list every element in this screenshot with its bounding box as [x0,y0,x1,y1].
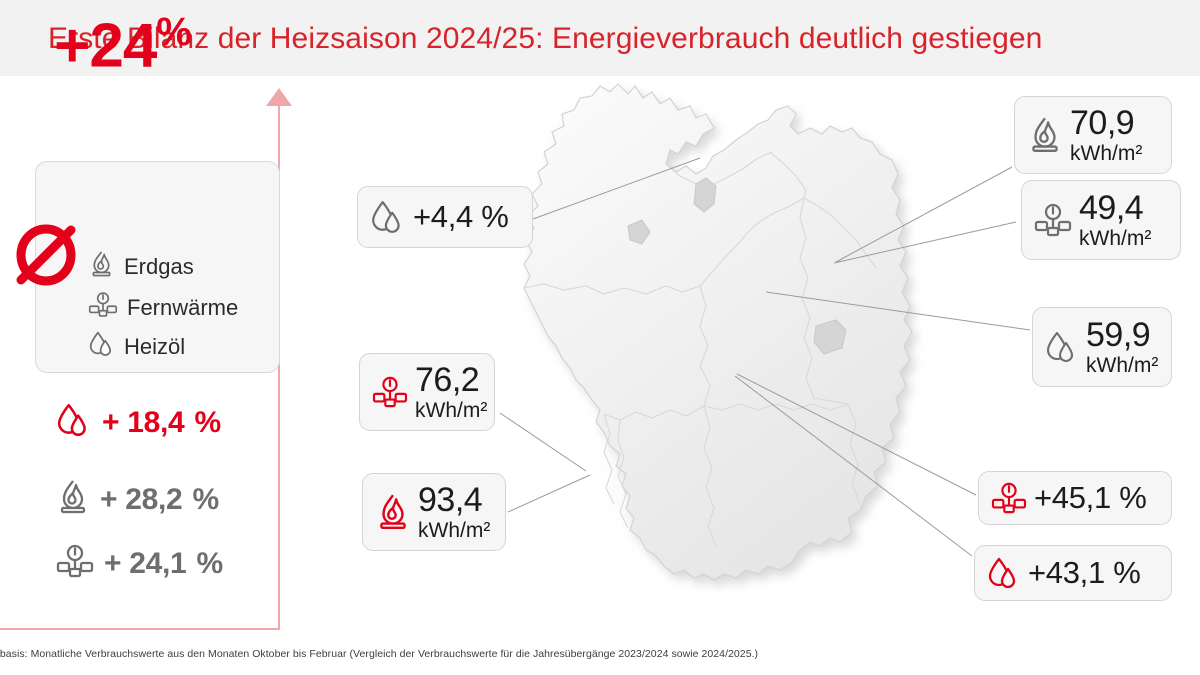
callout-unit: kWh/m² [415,399,488,422]
map-landmass [523,83,913,581]
callout-text: 76,2 kWh/m² [415,363,487,421]
callout-value: 59,9 [1086,316,1151,354]
callout-unit: kWh/m² [1070,142,1143,165]
callout-value: 93,4 [418,481,483,519]
district-heating-icon [1034,203,1072,237]
callout-nord-heizoel: +4,4 % [357,186,533,248]
flame-icon [1027,115,1063,155]
header-band: Erste Bilanz der Heizsaison 2024/25: Ene… [0,0,1200,76]
callout-value: +45,1 % [1034,480,1147,515]
district-heating-icon [88,291,118,324]
callout-text: 93,4 kWh/m² [418,483,490,541]
stat-row-erdgas: + 28,2 % [56,478,219,521]
average-item-label: Heizöl [124,333,186,359]
germany-map [500,80,960,640]
average-item-label: Erdgas [124,253,194,279]
callout-unit: kWh/m² [1086,354,1159,377]
page-title: Erste Bilanz der Heizsaison 2024/25: Ene… [48,22,1043,55]
callout-value: +4,4 % [413,199,509,234]
callout-text: 70,9 kWh/m² [1070,106,1142,164]
average-card [35,161,280,373]
callout-ost-fernwaerme: 49,4 kWh/m² [1021,180,1181,260]
stat-unit: % [192,482,219,516]
district-heating-icon [991,482,1027,514]
callout-value: 70,9 [1070,104,1135,142]
oil-drop-icon [1045,330,1079,364]
stat-unit: % [196,546,223,580]
average-item-fernwaerme: Fernwärme [88,291,238,324]
callout-sued-heizoel: +43,1 % [974,545,1172,601]
callout-west-erdgas: 93,4 kWh/m² [362,473,506,551]
stat-unit: % [194,405,221,439]
stat-row-fernwaerme: + 24,1 % [56,544,223,583]
oil-drop-icon [56,402,92,443]
germany-map-svg [523,83,913,581]
oil-drop-icon [88,330,115,363]
callout-west-fernwaerme: 76,2 kWh/m² [359,353,495,431]
flame-icon [56,478,90,521]
callout-unit: kWh/m² [1079,227,1152,250]
average-diameter-icon [13,222,79,288]
callout-value: 49,4 [1079,189,1144,227]
callout-text: 49,4 kWh/m² [1079,191,1151,249]
callout-ost-heizoel: 59,9 kWh/m² [1032,307,1172,387]
district-heating-icon [56,544,94,583]
average-number: +24 [54,11,157,81]
map-region-bremen [627,219,651,245]
callout-value: +43,1 % [1028,555,1141,590]
flame-icon [375,492,411,532]
stat-value: + 24,1 [104,546,187,580]
district-heating-icon [372,376,408,408]
stat-value: + 18,4 [102,405,185,439]
stat-value: + 28,2 [100,482,183,516]
axis-arrow-icon [266,88,292,106]
average-value: +24% [0,10,245,82]
stat-row-heizoel: + 18,4 % [56,402,221,443]
oil-drop-icon [370,199,406,235]
oil-drop-icon [987,556,1021,590]
callout-sued-fernwaerme: +45,1 % [978,471,1172,525]
callout-ost-erdgas: 70,9 kWh/m² [1014,96,1172,174]
average-item-label: Fernwärme [127,294,239,320]
callout-text: 59,9 kWh/m² [1086,318,1158,376]
flame-icon [88,249,115,284]
callout-unit: kWh/m² [418,519,491,542]
callout-value: 76,2 [415,361,480,399]
footnote: nbasis: Monatliche Verbrauchswerte aus d… [0,648,759,660]
axis-horizontal-line [0,628,280,630]
average-item-erdgas: Erdgas [88,249,194,284]
average-percent-symbol: % [156,10,192,54]
average-item-heizoel: Heizöl [88,330,185,363]
